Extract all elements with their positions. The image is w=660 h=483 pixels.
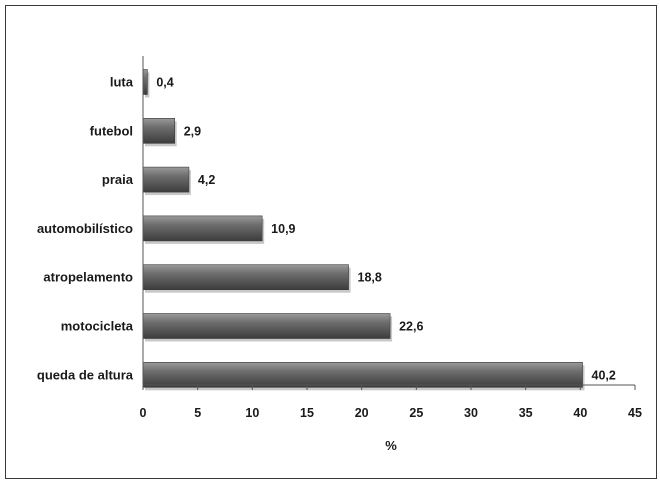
value-label: 22,6	[399, 320, 423, 334]
category-label: futebol	[90, 123, 133, 138]
x-tick-label: 15	[300, 406, 314, 420]
category-label: motocicleta	[61, 319, 134, 334]
bar-automobilístico	[142, 215, 263, 242]
value-label: 4,2	[198, 173, 215, 187]
x-tick-label: 25	[409, 406, 423, 420]
value-label: 40,2	[592, 368, 616, 382]
x-tick-label: 5	[194, 406, 201, 420]
bar-luta	[142, 69, 148, 95]
x-axis-title: %	[385, 438, 397, 453]
bar-atropelamento	[142, 264, 349, 291]
value-label: 0,4	[156, 76, 173, 90]
category-label: atropelamento	[43, 270, 133, 285]
category-label: luta	[110, 75, 134, 90]
x-tick-label: 35	[519, 406, 533, 420]
chart-frame	[5, 5, 657, 479]
x-tick-label: 45	[628, 406, 642, 420]
bar-futebol	[142, 118, 176, 144]
bar-praia	[142, 166, 190, 193]
x-tick-label: 0	[140, 406, 147, 420]
category-label: praia	[102, 172, 134, 187]
category-label: queda de altura	[37, 367, 134, 382]
value-label: 2,9	[184, 124, 201, 138]
value-label: 18,8	[358, 271, 382, 285]
value-label: 10,9	[271, 222, 295, 236]
x-tick-label: 30	[464, 406, 478, 420]
category-label: automobilístico	[37, 221, 133, 236]
bar-queda-de-altura	[142, 361, 583, 388]
x-tick-label: 40	[573, 406, 587, 420]
x-tick-label: 10	[245, 406, 259, 420]
x-tick-label: 20	[355, 406, 369, 420]
bar-motocicleta	[142, 313, 391, 339]
